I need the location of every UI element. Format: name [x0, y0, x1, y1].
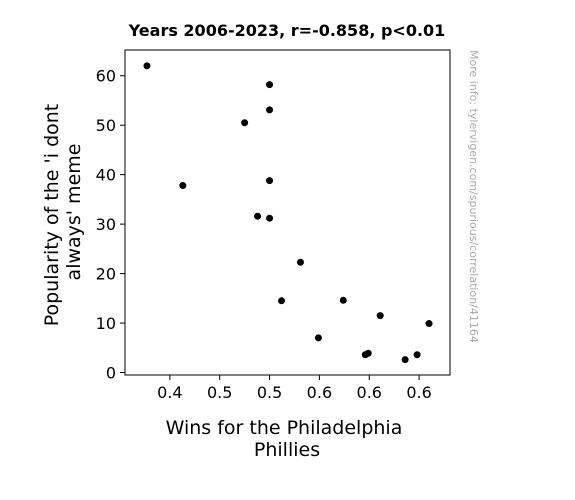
- data-point: [314, 334, 322, 342]
- y-axis: 0 10 20 30 40 50 60: [96, 67, 125, 383]
- data-point: [143, 62, 151, 70]
- data-point: [401, 356, 409, 364]
- y-tick-label: 20: [96, 265, 116, 284]
- x-axis: 0.4 0.5 0.5 0.6 0.6 0.6: [157, 375, 432, 402]
- x-tick-label: 0.4: [157, 383, 182, 402]
- data-point: [425, 320, 433, 328]
- y-tick-label: 40: [96, 166, 116, 185]
- x-tick-label: 0.6: [357, 383, 382, 402]
- y-tick-label: 30: [96, 215, 116, 234]
- x-tick-label: 0.6: [406, 383, 431, 402]
- data-point: [241, 119, 249, 127]
- data-point: [179, 182, 187, 190]
- data-point: [254, 212, 262, 220]
- x-axis-label-line-1: Wins for the Philadelphia: [166, 417, 403, 439]
- data-point: [266, 106, 274, 114]
- data-point: [296, 258, 304, 266]
- data-points: [143, 62, 433, 364]
- data-point: [266, 177, 274, 185]
- x-tick-label: 0.5: [207, 383, 232, 402]
- data-point: [364, 349, 372, 357]
- x-tick-label: 0.6: [307, 383, 332, 402]
- y-tick-label: 50: [96, 116, 116, 135]
- data-point: [266, 214, 274, 222]
- watermark-text: More info: tylervigen.com/spurious/corre…: [467, 50, 480, 343]
- data-point: [266, 81, 274, 89]
- y-axis-label-line-1: Popularity of the 'i dont: [41, 104, 63, 327]
- x-axis-label: Wins for the Philadelphia Phillies: [166, 417, 409, 461]
- data-point: [339, 296, 347, 304]
- plot-area: [124, 49, 451, 376]
- chart-title: Years 2006-2023, r=-0.858, p<0.01: [128, 21, 446, 40]
- data-point: [413, 351, 421, 359]
- data-point: [278, 297, 286, 305]
- y-tick-label: 60: [96, 67, 116, 86]
- data-point: [376, 312, 384, 320]
- y-axis-label-line-2: always' meme: [63, 144, 85, 281]
- x-axis-label-line-2: Phillies: [254, 439, 320, 461]
- y-tick-label: 10: [96, 314, 116, 333]
- x-tick-label: 0.5: [257, 383, 282, 402]
- y-tick-label: 0: [106, 364, 116, 383]
- y-axis-label: Popularity of the 'i dont always' meme: [41, 98, 85, 327]
